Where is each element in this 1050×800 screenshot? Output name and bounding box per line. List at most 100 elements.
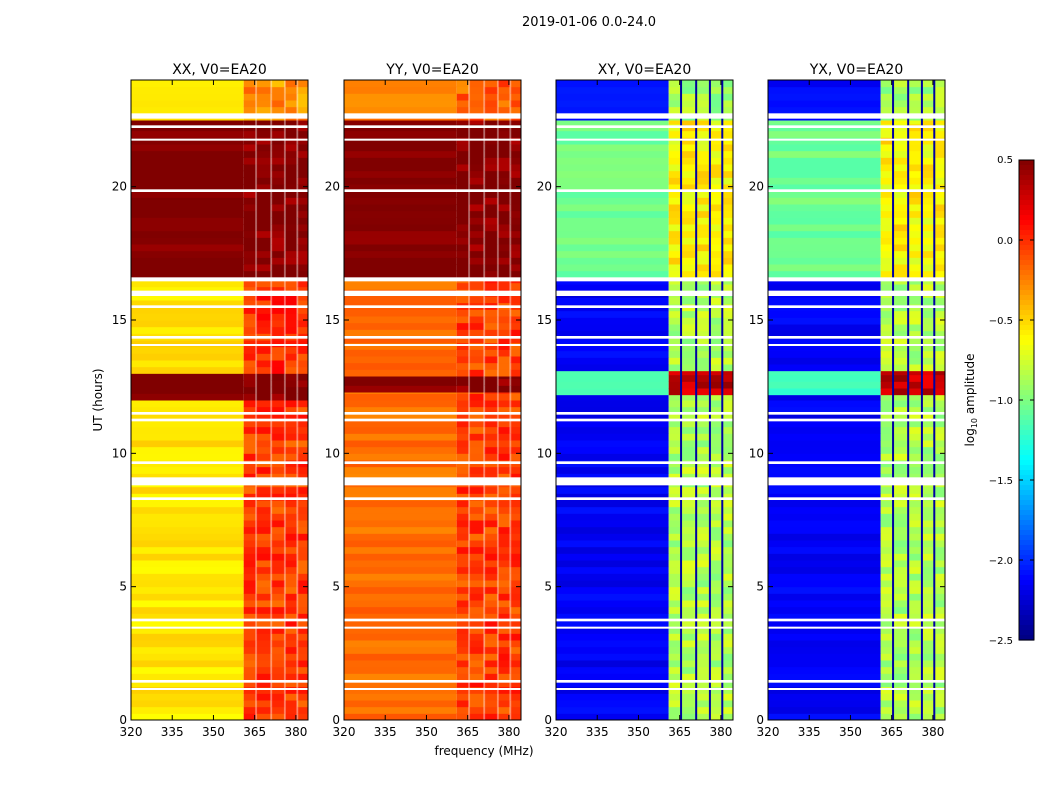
- heatmap-cell: [709, 646, 723, 654]
- heatmap-cell: [131, 533, 244, 541]
- heatmap-cell: [131, 646, 244, 654]
- channel-edge: [907, 80, 910, 720]
- heatmap-cell: [556, 573, 669, 581]
- heatmap-cell: [880, 357, 894, 365]
- heatmap-cell: [722, 388, 733, 396]
- colorbar-swatch: [1019, 485, 1034, 491]
- heatmap-cell: [681, 257, 697, 265]
- colorbar-swatch: [1019, 265, 1034, 271]
- heatmap-cell: [768, 257, 881, 265]
- heatmap-cell: [510, 493, 521, 501]
- heatmap-cell: [668, 673, 682, 681]
- heatmap-cell: [880, 381, 894, 389]
- flagged-row: [768, 477, 945, 486]
- heatmap-cell: [497, 356, 511, 364]
- heatmap-cell: [709, 244, 723, 252]
- heatmap-cell: [344, 257, 457, 265]
- heatmap-cell: [696, 237, 710, 245]
- heatmap-cell: [297, 700, 308, 708]
- heatmap-cell: [484, 130, 498, 138]
- colorbar-swatch: [1019, 470, 1034, 476]
- heatmap-cell: [497, 157, 511, 165]
- heatmap-cell: [722, 350, 733, 358]
- heatmap-cell: [880, 184, 894, 192]
- heatmap-cell: [908, 653, 922, 661]
- heatmap-cell: [456, 164, 470, 172]
- heatmap-cell: [934, 381, 945, 389]
- heatmap-cell: [469, 250, 485, 258]
- heatmap-cell: [722, 177, 733, 185]
- heatmap-cell: [768, 706, 881, 714]
- heatmap-cell: [497, 406, 511, 414]
- heatmap-cell: [284, 406, 298, 414]
- heatmap-cell: [131, 673, 244, 681]
- heatmap-cell: [256, 230, 272, 238]
- flagged-row: [768, 688, 945, 690]
- heatmap-cell: [908, 204, 922, 212]
- heatmap-cell: [709, 633, 723, 641]
- heatmap-cell: [722, 693, 733, 701]
- heatmap-cell: [271, 660, 285, 668]
- heatmap-cell: [921, 324, 935, 332]
- heatmap-cell: [271, 486, 285, 494]
- heatmap-cell: [681, 486, 697, 494]
- heatmap-cell: [344, 250, 457, 258]
- colorbar-swatch: [1019, 345, 1034, 351]
- colorbar-swatch: [1019, 590, 1034, 596]
- heatmap-cell: [344, 385, 457, 393]
- heatmap-cell: [722, 706, 733, 714]
- heatmap-cell: [921, 513, 935, 521]
- heatmap-cell: [668, 633, 682, 641]
- heatmap-cell: [709, 210, 723, 218]
- heatmap-cell: [880, 157, 894, 165]
- heatmap-cell: [934, 440, 945, 448]
- heatmap-cell: [722, 520, 733, 528]
- heatmap-cell: [556, 653, 669, 661]
- channel-edge: [892, 80, 895, 720]
- heatmap-cell: [297, 533, 308, 541]
- heatmap-cell: [469, 190, 485, 198]
- heatmap-cell: [768, 130, 881, 138]
- heatmap-cell: [934, 284, 945, 292]
- heatmap-cell: [696, 150, 710, 158]
- heatmap-cell: [297, 506, 308, 514]
- heatmap-cell: [722, 553, 733, 561]
- heatmap-cell: [709, 170, 723, 178]
- heatmap-cell: [271, 224, 285, 232]
- heatmap-cell: [681, 513, 697, 521]
- heatmap-cell: [556, 184, 669, 192]
- heatmap-cell: [456, 413, 470, 421]
- heatmap-cell: [256, 353, 272, 361]
- panel-frame: [130, 79, 309, 721]
- heatmap-cell: [456, 500, 470, 508]
- heatmap-cell: [934, 660, 945, 668]
- heatmap-cell: [271, 106, 285, 114]
- heatmap-cell: [768, 164, 881, 172]
- heatmap-cell: [297, 373, 308, 381]
- heatmap-cell: [456, 633, 470, 641]
- heatmap-cell: [768, 446, 881, 454]
- heatmap-cell: [722, 150, 733, 158]
- heatmap-cell: [243, 257, 257, 265]
- heatmap-cell: [908, 257, 922, 265]
- heatmap-cell: [243, 190, 257, 198]
- heatmap-cell: [934, 426, 945, 434]
- heatmap-cell: [484, 446, 498, 454]
- heatmap-cell: [880, 86, 894, 94]
- heatmap-cell: [344, 526, 457, 534]
- heatmap-cell: [484, 620, 498, 628]
- heatmap-cell: [469, 130, 485, 138]
- colorbar: 0.50.0−0.5−1.0−1.5−2.0−2.5: [989, 155, 1035, 647]
- heatmap-cell: [243, 157, 257, 165]
- heatmap-cell: [284, 520, 298, 528]
- heatmap-cell: [921, 374, 935, 382]
- heatmap-cell: [510, 600, 521, 608]
- heatmap-cell: [297, 177, 308, 185]
- heatmap-cell: [681, 204, 697, 212]
- heatmap-cell: [722, 337, 733, 345]
- heatmap-cell: [344, 426, 457, 434]
- heatmap-cell: [921, 284, 935, 292]
- heatmap-cell: [510, 513, 521, 521]
- heatmap-cell: [908, 374, 922, 382]
- heatmap-cell: [344, 660, 457, 668]
